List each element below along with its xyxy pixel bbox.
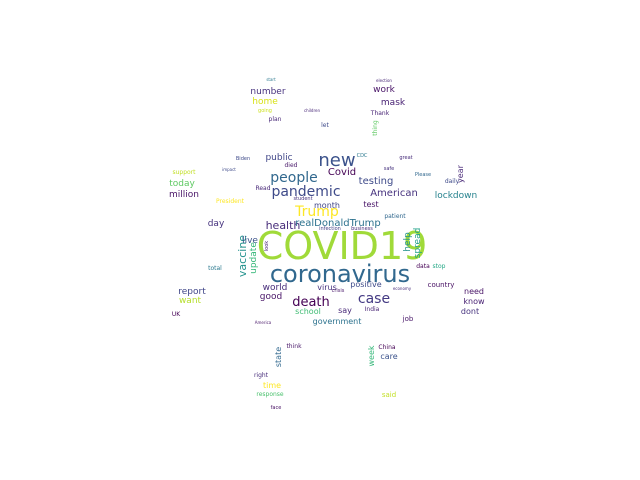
word: American (370, 188, 418, 199)
word: thing (372, 120, 379, 136)
word: Covid (328, 167, 356, 178)
word: crisis (332, 288, 345, 294)
word: India (365, 306, 380, 313)
word: coronavirus (270, 260, 410, 288)
word: spread (413, 228, 423, 259)
word: new (318, 150, 355, 171)
word: test (363, 200, 378, 209)
word: election (376, 78, 392, 83)
word: country (428, 281, 455, 289)
word: right (254, 372, 269, 379)
word: virus (317, 283, 336, 292)
word: job (402, 315, 414, 323)
word: health (266, 219, 301, 232)
word: positive (350, 280, 381, 289)
word: government (313, 317, 362, 326)
word: dont (461, 307, 479, 316)
word: help (403, 232, 413, 252)
word: care (380, 352, 397, 361)
word: response (256, 391, 284, 398)
word: year (456, 164, 465, 183)
word: day (208, 219, 225, 229)
word: mask (381, 98, 406, 108)
word: CDC (357, 153, 368, 159)
word: Please (415, 172, 431, 178)
word: America (255, 320, 272, 325)
word: today (169, 179, 195, 189)
word: Read (255, 185, 270, 192)
word: good (260, 292, 282, 302)
word: business (351, 226, 373, 232)
word: patient (384, 213, 406, 220)
word: President (216, 198, 245, 205)
word: Biden (236, 156, 250, 162)
word: impact (222, 167, 236, 172)
word: Trump (294, 204, 339, 220)
word: month (314, 201, 340, 210)
word: children (304, 108, 321, 113)
word: know (463, 297, 485, 306)
word: testing (359, 176, 394, 187)
word: stop (433, 263, 446, 270)
word: report (178, 287, 206, 297)
word: vaccine (236, 235, 249, 277)
word: going (258, 108, 272, 114)
word: economy (393, 286, 412, 291)
word: realDonaldTrump (295, 218, 381, 229)
word: think (286, 343, 302, 350)
word: said (382, 391, 396, 399)
word: live (242, 236, 258, 246)
word: pandemic (271, 184, 340, 200)
word: China (378, 344, 395, 351)
word: need (464, 287, 484, 296)
word: state (274, 347, 283, 367)
word: work (373, 85, 396, 95)
word: update (249, 242, 259, 274)
word: want (179, 296, 202, 306)
word: safe (384, 166, 395, 172)
word: public (265, 153, 292, 163)
word: home (252, 97, 278, 107)
word: plan (269, 116, 282, 123)
word: support (172, 169, 196, 176)
word: died (285, 162, 298, 169)
word: number (250, 87, 285, 97)
word: UK (172, 311, 181, 318)
word: people (270, 170, 317, 186)
word: start (266, 77, 276, 82)
word: school (295, 307, 321, 316)
word: infection (319, 226, 341, 232)
word: COVID19 (257, 224, 428, 268)
word: week (367, 345, 376, 366)
word: data (416, 263, 430, 270)
word: great (399, 155, 412, 161)
word: Thank (370, 110, 390, 117)
word: million (169, 190, 199, 200)
word: let (321, 122, 329, 129)
word: total (208, 265, 222, 272)
word: daily (445, 178, 460, 185)
word: student (293, 196, 312, 202)
word: lockdown (435, 191, 477, 201)
word: look (264, 241, 270, 252)
word: face (271, 405, 282, 411)
word: case (358, 291, 390, 307)
word: time (263, 381, 281, 390)
word: say (338, 306, 352, 315)
word: world (263, 283, 288, 293)
word: death (292, 295, 330, 310)
